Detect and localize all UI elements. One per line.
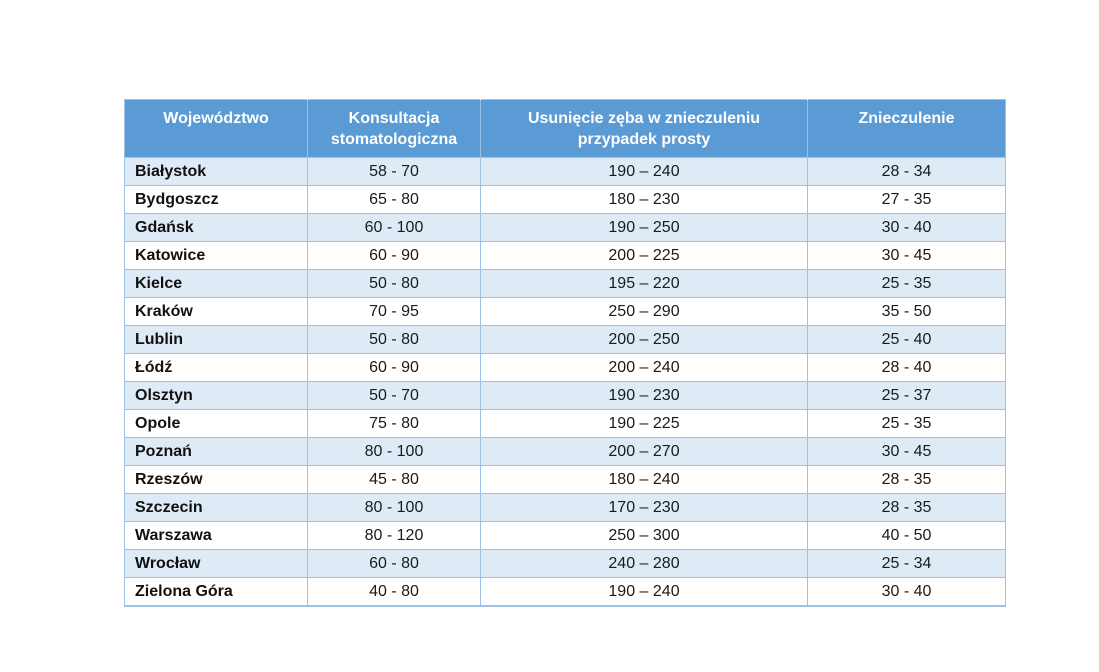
cell-consultation: 40 - 80 xyxy=(307,577,481,607)
cell-extraction: 180 – 240 xyxy=(480,465,808,494)
table-row: Gdańsk 60 - 100 190 – 250 30 - 40 xyxy=(124,213,1006,242)
cell-consultation: 60 - 90 xyxy=(307,353,481,382)
cell-city: Lublin xyxy=(124,325,308,354)
cell-anesthesia: 25 - 37 xyxy=(807,381,1006,410)
cell-extraction: 200 – 225 xyxy=(480,241,808,270)
cell-extraction: 190 – 225 xyxy=(480,409,808,438)
cell-city: Rzeszów xyxy=(124,465,308,494)
cell-extraction: 170 – 230 xyxy=(480,493,808,522)
cell-city: Warszawa xyxy=(124,521,308,550)
cell-extraction: 200 – 270 xyxy=(480,437,808,466)
cell-anesthesia: 40 - 50 xyxy=(807,521,1006,550)
cell-consultation: 60 - 90 xyxy=(307,241,481,270)
cell-anesthesia: 30 - 40 xyxy=(807,577,1006,607)
cell-city: Poznań xyxy=(124,437,308,466)
cell-extraction: 200 – 240 xyxy=(480,353,808,382)
cell-extraction: 190 – 240 xyxy=(480,577,808,607)
cell-anesthesia: 30 - 45 xyxy=(807,241,1006,270)
cell-consultation: 65 - 80 xyxy=(307,185,481,214)
cell-extraction: 250 – 300 xyxy=(480,521,808,550)
header-konsultacja: Konsultacja stomatologiczna xyxy=(307,99,481,158)
cell-consultation: 50 - 80 xyxy=(307,325,481,354)
table-row: Bydgoszcz 65 - 80 180 – 230 27 - 35 xyxy=(124,185,1006,214)
table-row: Olsztyn 50 - 70 190 – 230 25 - 37 xyxy=(124,381,1006,410)
cell-extraction: 195 – 220 xyxy=(480,269,808,298)
cell-extraction: 180 – 230 xyxy=(480,185,808,214)
cell-anesthesia: 27 - 35 xyxy=(807,185,1006,214)
cell-city: Bydgoszcz xyxy=(124,185,308,214)
cell-consultation: 80 - 120 xyxy=(307,521,481,550)
header-znieczulenie: Znieczulenie xyxy=(807,99,1006,158)
cell-city: Gdańsk xyxy=(124,213,308,242)
table-row: Lublin 50 - 80 200 – 250 25 - 40 xyxy=(124,325,1006,354)
cell-consultation: 80 - 100 xyxy=(307,493,481,522)
table-row: Wrocław 60 - 80 240 – 280 25 - 34 xyxy=(124,549,1006,578)
table-row: Zielona Góra 40 - 80 190 – 240 30 - 40 xyxy=(124,577,1006,607)
cell-city: Opole xyxy=(124,409,308,438)
cell-extraction: 250 – 290 xyxy=(480,297,808,326)
cell-anesthesia: 25 - 35 xyxy=(807,269,1006,298)
cell-city: Białystok xyxy=(124,157,308,186)
cell-extraction: 190 – 230 xyxy=(480,381,808,410)
table-row: Opole 75 - 80 190 – 225 25 - 35 xyxy=(124,409,1006,438)
cell-city: Kraków xyxy=(124,297,308,326)
cell-consultation: 58 - 70 xyxy=(307,157,481,186)
cell-consultation: 80 - 100 xyxy=(307,437,481,466)
cell-consultation: 50 - 80 xyxy=(307,269,481,298)
cell-consultation: 50 - 70 xyxy=(307,381,481,410)
cell-extraction: 190 – 240 xyxy=(480,157,808,186)
cell-anesthesia: 30 - 45 xyxy=(807,437,1006,466)
table-body: Białystok 58 - 70 190 – 240 28 - 34 Bydg… xyxy=(124,157,1006,607)
table-row: Rzeszów 45 - 80 180 – 240 28 - 35 xyxy=(124,465,1006,494)
cell-consultation: 45 - 80 xyxy=(307,465,481,494)
table-row: Warszawa 80 - 120 250 – 300 40 - 50 xyxy=(124,521,1006,550)
cell-anesthesia: 28 - 40 xyxy=(807,353,1006,382)
header-row: Województwo Konsultacja stomatologiczna … xyxy=(124,99,1006,158)
cell-city: Wrocław xyxy=(124,549,308,578)
cell-anesthesia: 25 - 34 xyxy=(807,549,1006,578)
table-row: Białystok 58 - 70 190 – 240 28 - 34 xyxy=(124,157,1006,186)
cell-extraction: 190 – 250 xyxy=(480,213,808,242)
cell-consultation: 75 - 80 xyxy=(307,409,481,438)
cell-consultation: 60 - 80 xyxy=(307,549,481,578)
table-row: Kraków 70 - 95 250 – 290 35 - 50 xyxy=(124,297,1006,326)
cell-city: Kielce xyxy=(124,269,308,298)
cell-city: Łódź xyxy=(124,353,308,382)
cell-anesthesia: 28 - 34 xyxy=(807,157,1006,186)
cell-consultation: 70 - 95 xyxy=(307,297,481,326)
table-row: Szczecin 80 - 100 170 – 230 28 - 35 xyxy=(124,493,1006,522)
header-usuniecie-zeba: Usunięcie zęba w znieczuleniu przypadek … xyxy=(480,99,808,158)
table-row: Łódź 60 - 90 200 – 240 28 - 40 xyxy=(124,353,1006,382)
cell-consultation: 60 - 100 xyxy=(307,213,481,242)
cell-anesthesia: 28 - 35 xyxy=(807,493,1006,522)
header-wojewodztwo: Województwo xyxy=(124,99,308,158)
table-row: Poznań 80 - 100 200 – 270 30 - 45 xyxy=(124,437,1006,466)
cell-city: Szczecin xyxy=(124,493,308,522)
cell-anesthesia: 28 - 35 xyxy=(807,465,1006,494)
cell-city: Olsztyn xyxy=(124,381,308,410)
table-row: Kielce 50 - 80 195 – 220 25 - 35 xyxy=(124,269,1006,298)
cell-extraction: 200 – 250 xyxy=(480,325,808,354)
cell-extraction: 240 – 280 xyxy=(480,549,808,578)
table-header: Województwo Konsultacja stomatologiczna … xyxy=(124,99,1006,158)
cell-anesthesia: 35 - 50 xyxy=(807,297,1006,326)
table-row: Katowice 60 - 90 200 – 225 30 - 45 xyxy=(124,241,1006,270)
cell-city: Zielona Góra xyxy=(124,577,308,607)
cell-anesthesia: 25 - 40 xyxy=(807,325,1006,354)
cell-anesthesia: 25 - 35 xyxy=(807,409,1006,438)
dental-price-table: Województwo Konsultacja stomatologiczna … xyxy=(124,99,1006,607)
cell-city: Katowice xyxy=(124,241,308,270)
cell-anesthesia: 30 - 40 xyxy=(807,213,1006,242)
